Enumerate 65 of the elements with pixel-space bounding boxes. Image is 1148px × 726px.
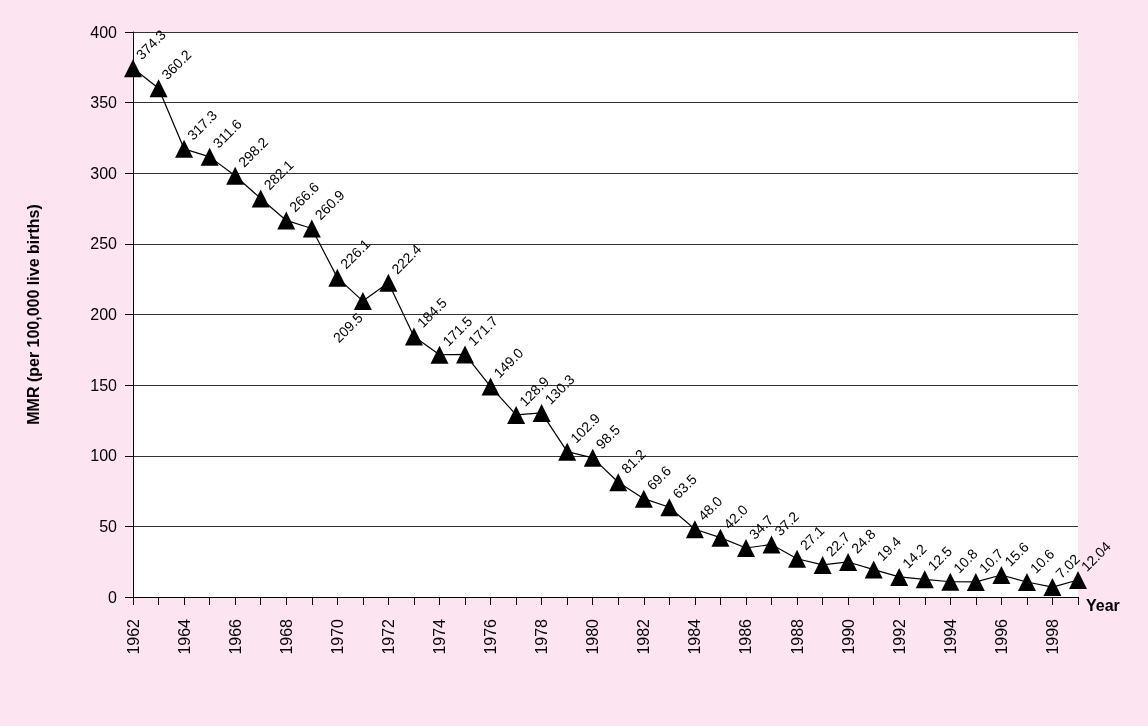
point (149, 79, 168, 98)
point (609, 473, 628, 492)
x-tick-label: 1992 (890, 618, 908, 655)
x-tick-label: 1970 (328, 618, 346, 655)
y-tick-label: 0 (108, 588, 118, 606)
x-tick-label: 1968 (277, 618, 295, 655)
x-tick-label: 1990 (839, 618, 857, 655)
point (558, 442, 577, 461)
x-tick-label: 1966 (226, 618, 244, 655)
x-tick-label: 1974 (430, 618, 448, 655)
y-tick-label: 50 (99, 517, 118, 535)
point (685, 520, 704, 539)
point (404, 327, 423, 346)
y-tick-label: 400 (90, 23, 118, 41)
x-axis-title: Year (1086, 596, 1120, 614)
x-tick-label: 1982 (635, 618, 653, 655)
point (1043, 578, 1062, 597)
point (226, 166, 245, 185)
x-tick-label: 1976 (482, 618, 500, 655)
x-tick-label: 1978 (533, 618, 551, 655)
x-tick-label: 1994 (941, 618, 959, 655)
x-tick-label: 1984 (686, 618, 704, 655)
point (736, 538, 755, 557)
point (353, 292, 372, 311)
y-tick-label: 200 (90, 306, 118, 323)
y-axis-title: MMR (per 100,000 live births) (24, 204, 42, 425)
x-tick-label: 1980 (584, 618, 602, 655)
point (430, 345, 449, 364)
point (481, 377, 500, 396)
point (302, 219, 321, 238)
x-tick-label: 1986 (737, 618, 755, 655)
data-label: 48.0 (694, 492, 726, 524)
point (583, 448, 602, 467)
point (328, 268, 347, 287)
point (890, 567, 909, 586)
y-tick-label: 250 (90, 235, 118, 253)
point (175, 139, 194, 158)
point (966, 572, 985, 591)
point (507, 405, 526, 424)
x-tick-label: 1988 (788, 618, 806, 655)
y-tick-label: 300 (90, 164, 118, 182)
x-tick-label: 1996 (992, 618, 1010, 655)
point (813, 555, 832, 574)
x-tick-label: 1962 (124, 618, 142, 655)
y-tick-label: 350 (90, 94, 118, 112)
point (1017, 573, 1036, 592)
point (124, 59, 142, 78)
y-tick-label: 100 (90, 447, 118, 465)
point (456, 345, 475, 364)
x-tick-label: 1998 (1043, 618, 1061, 655)
point (711, 528, 730, 547)
x-tick-label: 1972 (379, 618, 397, 655)
point (634, 489, 653, 508)
data-label: 81.2 (618, 445, 649, 477)
point (251, 189, 270, 208)
point (941, 572, 960, 591)
point (788, 549, 807, 568)
point (277, 211, 296, 230)
point (660, 498, 679, 517)
point (379, 273, 398, 292)
point (864, 560, 883, 579)
point (915, 570, 934, 589)
y-tick-label: 150 (90, 376, 118, 394)
point (200, 147, 219, 166)
x-tick-label: 1964 (175, 618, 193, 655)
